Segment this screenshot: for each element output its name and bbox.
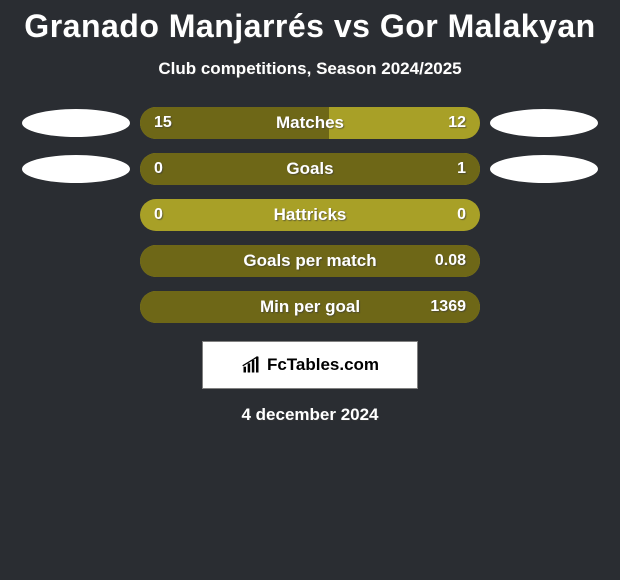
- stat-label: Hattricks: [140, 205, 480, 225]
- right-ellipse: [490, 155, 598, 183]
- stat-value-right: 1369: [430, 298, 466, 316]
- stat-bar: Goals per match0.08: [140, 245, 480, 277]
- subtitle: Club competitions, Season 2024/2025: [0, 59, 620, 79]
- right-ellipse: [490, 109, 598, 137]
- date-text: 4 december 2024: [0, 405, 620, 425]
- stat-row: Min per goal1369: [0, 291, 620, 323]
- stat-value-right: 0.08: [435, 252, 466, 270]
- stat-value-right: 0: [457, 206, 466, 224]
- stat-label: Goals: [140, 159, 480, 179]
- stat-value-left: 0: [154, 160, 163, 178]
- stat-bar: Matches15 12: [140, 107, 480, 139]
- left-ellipse: [22, 155, 130, 183]
- logo-text: FcTables.com: [267, 355, 379, 375]
- stat-value-left: 15: [154, 114, 172, 132]
- stat-row: Hattricks0 0: [0, 199, 620, 231]
- stat-value-right: 1: [457, 160, 466, 178]
- stat-value-right: 12: [448, 114, 466, 132]
- stat-bar: Hattricks0 0: [140, 199, 480, 231]
- stat-row: Matches15 12: [0, 107, 620, 139]
- stat-value-left: 0: [154, 206, 163, 224]
- stat-row: Goals0 1: [0, 153, 620, 185]
- comparison-infographic: Granado Manjarrés vs Gor Malakyan Club c…: [0, 0, 620, 580]
- logo-box: FcTables.com: [202, 341, 418, 389]
- page-title: Granado Manjarrés vs Gor Malakyan: [0, 0, 620, 45]
- stat-row: Goals per match0.08: [0, 245, 620, 277]
- left-ellipse: [22, 109, 130, 137]
- stat-label: Goals per match: [140, 251, 480, 271]
- stat-bar: Min per goal1369: [140, 291, 480, 323]
- bar-chart-icon: [241, 355, 261, 375]
- stat-label: Min per goal: [140, 297, 480, 317]
- stat-rows: Matches1512Goals01Hattricks00Goals per m…: [0, 107, 620, 323]
- stat-bar: Goals0 1: [140, 153, 480, 185]
- stat-label: Matches: [140, 113, 480, 133]
